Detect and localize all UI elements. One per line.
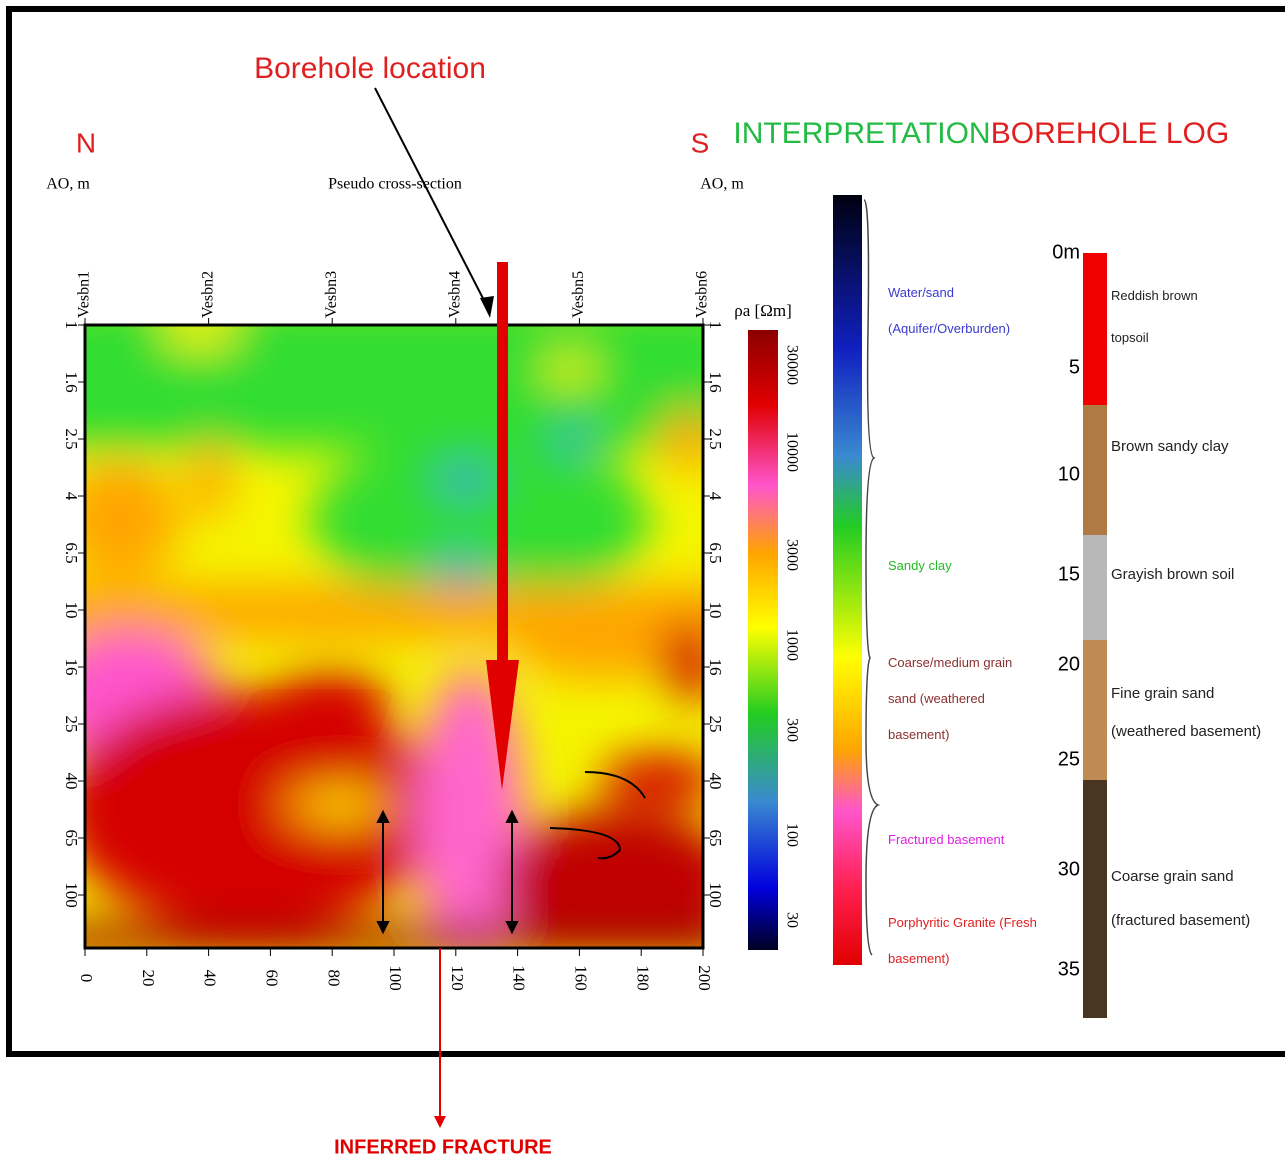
log-layer-label: Fine grain sand (weathered basement) (1111, 675, 1271, 751)
interpretation-label: Fractured basement (888, 822, 1028, 858)
distance-tick-label: 20 (139, 970, 158, 987)
depth-axis-label: AO, m (700, 176, 744, 193)
distance-tick-label: 40 (201, 970, 220, 987)
distance-tick-label: 0 (77, 974, 96, 983)
figure-canvas: Borehole location N S Pseudo cross-secti… (0, 0, 1285, 1157)
log-depth-label: 5 (1069, 356, 1080, 378)
station-label: Vesbn5 (570, 271, 587, 318)
distance-tick-label: 140 (510, 965, 529, 991)
interpretation-label: Porphyritic Granite (Fresh basement) (888, 905, 1038, 977)
station-label: Vesbn4 (446, 271, 463, 318)
log-layer-label: Brown sandy clay (1111, 432, 1261, 462)
resistivity-contours (40, 300, 740, 970)
colorbar-tick-label: 10000 (783, 432, 800, 472)
log-depth-label: 15 (1058, 563, 1080, 585)
log-depth-label: 30 (1058, 858, 1080, 880)
station-label: Vesbn1 (76, 271, 93, 318)
log-depth-label: 10 (1058, 463, 1080, 485)
borehole-arrow (497, 262, 508, 662)
interpretation-braces (864, 200, 878, 955)
log-layer-label: Grayish brown soil (1111, 560, 1261, 590)
interpretation-label: Sandy clay (888, 548, 1018, 584)
borehole-location: Borehole location (254, 52, 486, 85)
station-label: Vesbn3 (323, 271, 340, 318)
colorbar (748, 330, 778, 950)
colorbar-tick-label: 100 (783, 823, 800, 847)
station-label: Vesbn6 (694, 271, 711, 318)
interpretation-title: INTERPRETATION (733, 117, 990, 150)
colorbar-tick-label: 30000 (783, 345, 800, 385)
distance-tick-label: 80 (324, 970, 343, 987)
colorbar-tick-label: 30 (783, 912, 800, 928)
pointer (375, 88, 490, 312)
south: S (691, 127, 710, 158)
log-depth-label: 35 (1058, 958, 1080, 980)
section-title: Pseudo cross-section (328, 176, 462, 193)
distance-tick-label: 200 (695, 965, 714, 991)
borehole-log-title: BOREHOLE LOG (991, 117, 1229, 150)
borehole-column (1083, 253, 1107, 1018)
station-label: Vesbn2 (199, 271, 216, 318)
colorbar-tick-label: 3000 (783, 539, 800, 571)
log-depth-label: 20 (1058, 653, 1080, 675)
log-layer-label: Coarse grain sand (fractured basement) (1111, 855, 1285, 943)
depth-axis-label: AO, m (46, 176, 90, 193)
distance-tick-label: 160 (571, 965, 590, 991)
distance-tick-label: 180 (633, 965, 652, 991)
colorbar-label: ρa [Ωm] (734, 301, 791, 320)
log-depth-label: 0m (1052, 241, 1080, 263)
log-layer-label: Reddish brown topsoil (1111, 275, 1211, 359)
colorbar-tick-label: 1000 (783, 629, 800, 661)
north: N (76, 127, 96, 158)
pointer-head (480, 296, 494, 318)
log-depth-label: 25 (1058, 748, 1080, 770)
figure: Borehole location N S Pseudo cross-secti… (0, 0, 1285, 1157)
distance-tick-label: 100 (386, 965, 405, 991)
interpretation-label: Coarse/medium grain sand (weathered base… (888, 645, 1018, 753)
annotation-head (434, 1116, 446, 1128)
interpretation-bar (833, 195, 862, 965)
distance-tick-label: 60 (262, 970, 281, 987)
colorbar-tick-label: 300 (783, 718, 800, 742)
distance-tick-label: 120 (448, 965, 467, 991)
interpretation-label: Water/sand (Aquifer/Overburden) (888, 275, 1018, 347)
inferred-fracture: INFERRED FRACTURE (334, 1136, 552, 1157)
